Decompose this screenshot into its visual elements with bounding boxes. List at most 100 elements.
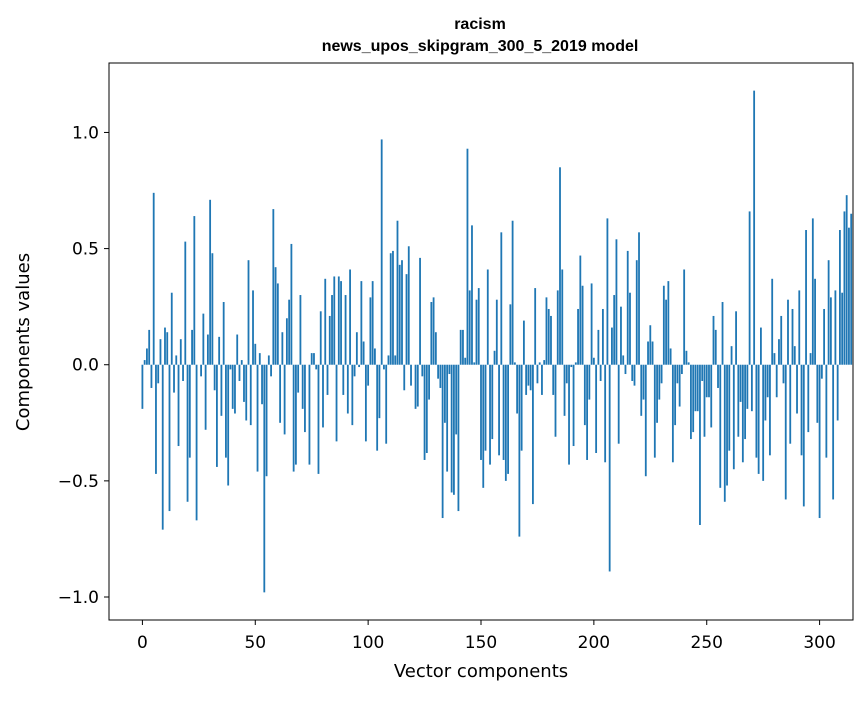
bar: [473, 362, 475, 364]
bar: [397, 221, 399, 365]
bar: [516, 365, 518, 414]
bar: [360, 281, 362, 365]
x-tick-label: 100: [352, 633, 384, 653]
y-tick-label: −0.5: [58, 472, 99, 492]
bar: [401, 260, 403, 365]
bar: [342, 365, 344, 395]
bar: [336, 365, 338, 442]
bar: [611, 328, 613, 365]
plot-frame: [109, 63, 853, 620]
bar: [146, 348, 148, 364]
bar: [665, 300, 667, 365]
bar: [331, 295, 333, 365]
bar: [834, 290, 836, 364]
bar: [275, 267, 277, 365]
bar: [708, 365, 710, 398]
bar: [622, 355, 624, 364]
bar: [801, 365, 803, 456]
bar: [171, 293, 173, 365]
bar: [263, 365, 265, 593]
bar: [365, 365, 367, 442]
bar: [351, 365, 353, 425]
bar: [672, 365, 674, 463]
bar: [297, 365, 299, 393]
bar: [410, 365, 412, 386]
bar: [191, 330, 193, 365]
bar: [534, 288, 536, 365]
bar: [789, 365, 791, 444]
bar: [193, 216, 195, 365]
bar: [489, 365, 491, 465]
bar: [706, 365, 708, 398]
bar: [293, 365, 295, 472]
bar: [491, 365, 493, 439]
bar: [825, 365, 827, 458]
bar: [421, 365, 423, 377]
bar: [760, 328, 762, 365]
bar: [304, 365, 306, 432]
bar: [850, 214, 852, 365]
bar: [595, 365, 597, 453]
bar: [487, 269, 489, 364]
bar: [164, 328, 166, 365]
bar: [428, 365, 430, 400]
bar: [442, 365, 444, 518]
bar: [521, 365, 523, 451]
bar: [593, 358, 595, 365]
bar: [435, 332, 437, 365]
bar: [762, 365, 764, 481]
bar: [178, 365, 180, 446]
bar: [695, 365, 697, 411]
bar: [713, 316, 715, 365]
bar: [160, 339, 162, 365]
bar: [769, 365, 771, 456]
bar: [618, 365, 620, 444]
bar: [415, 365, 417, 409]
bar: [322, 365, 324, 428]
bar: [460, 330, 462, 365]
bar: [148, 330, 150, 365]
bar: [837, 365, 839, 421]
bar: [281, 332, 283, 365]
bar: [670, 348, 672, 364]
bar: [216, 365, 218, 467]
bar: [458, 365, 460, 511]
bar: [640, 365, 642, 416]
bar: [437, 365, 439, 379]
bar: [369, 297, 371, 364]
bar: [821, 365, 823, 379]
bar: [367, 365, 369, 386]
bar: [257, 365, 259, 472]
bar: [290, 244, 292, 365]
bar: [688, 362, 690, 364]
bar: [710, 365, 712, 428]
bar: [467, 149, 469, 365]
bar: [555, 365, 557, 437]
bar: [803, 365, 805, 507]
bar: [722, 302, 724, 365]
bar: [187, 365, 189, 502]
y-axis-ticks: −1.0−0.50.00.51.0: [58, 123, 109, 608]
bar: [250, 365, 252, 425]
bar: [566, 365, 568, 384]
bar: [751, 365, 753, 411]
bar: [848, 228, 850, 365]
bar: [266, 365, 268, 476]
bar: [399, 265, 401, 365]
bar: [259, 353, 261, 365]
bar: [550, 316, 552, 365]
bar: [284, 365, 286, 435]
bar: [230, 365, 232, 370]
bar: [620, 307, 622, 365]
bar: [207, 335, 209, 365]
bar: [390, 253, 392, 364]
x-tick-label: 0: [137, 633, 148, 653]
bar: [525, 365, 527, 395]
bar: [629, 293, 631, 365]
bar: [277, 283, 279, 364]
bar: [288, 300, 290, 365]
bar: [379, 365, 381, 418]
bar: [309, 365, 311, 465]
